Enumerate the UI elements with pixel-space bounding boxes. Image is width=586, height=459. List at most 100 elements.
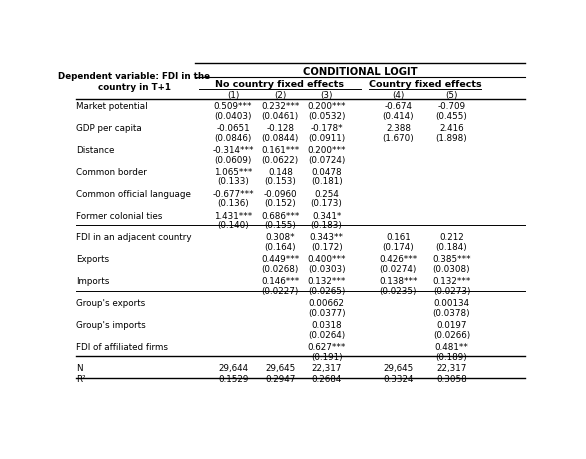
Text: (0.191): (0.191) — [311, 353, 342, 361]
Text: Country fixed effects: Country fixed effects — [369, 80, 481, 89]
Text: (0.140): (0.140) — [217, 221, 249, 230]
Text: 0.400***: 0.400*** — [308, 255, 346, 264]
Text: 0.627***: 0.627*** — [308, 342, 346, 352]
Text: (1): (1) — [227, 91, 239, 100]
Text: Imports: Imports — [76, 277, 110, 286]
Text: 0.200***: 0.200*** — [308, 146, 346, 154]
Text: 0.385***: 0.385*** — [432, 255, 471, 264]
Text: (0.455): (0.455) — [435, 112, 468, 120]
Text: -0.674: -0.674 — [384, 101, 413, 111]
Text: (0.173): (0.173) — [311, 199, 343, 208]
Text: 0.449***: 0.449*** — [261, 255, 299, 264]
Text: (1.898): (1.898) — [435, 133, 468, 142]
Text: (0.0303): (0.0303) — [308, 265, 346, 274]
Text: (0.0403): (0.0403) — [214, 112, 252, 120]
Text: No country fixed effects: No country fixed effects — [216, 80, 345, 89]
Text: 0.0478: 0.0478 — [311, 167, 342, 176]
Text: 0.212: 0.212 — [439, 233, 464, 242]
Text: (2): (2) — [274, 91, 287, 100]
Text: 0.0318: 0.0318 — [311, 321, 342, 330]
Text: 22,317: 22,317 — [437, 364, 466, 372]
Text: GDP per capita: GDP per capita — [76, 123, 142, 132]
Text: 29,645: 29,645 — [265, 364, 295, 372]
Text: R²: R² — [76, 374, 86, 383]
Text: (0.0378): (0.0378) — [432, 308, 471, 318]
Text: (0.164): (0.164) — [264, 243, 296, 252]
Text: Dependent variable: FDI in the
country in T+1: Dependent variable: FDI in the country i… — [58, 72, 210, 92]
Text: (0.153): (0.153) — [264, 177, 297, 186]
Text: (0.172): (0.172) — [311, 243, 343, 252]
Text: -0.677***: -0.677*** — [212, 189, 254, 198]
Text: FDI of affiliated firms: FDI of affiliated firms — [76, 342, 168, 352]
Text: 0.2684: 0.2684 — [312, 374, 342, 383]
Text: (0.0844): (0.0844) — [262, 133, 299, 142]
Text: Distance: Distance — [76, 146, 115, 154]
Text: -0.709: -0.709 — [438, 101, 466, 111]
Text: 0.3324: 0.3324 — [383, 374, 414, 383]
Text: (0.0308): (0.0308) — [432, 265, 471, 274]
Text: (0.184): (0.184) — [435, 243, 468, 252]
Text: Former colonial ties: Former colonial ties — [76, 211, 163, 220]
Text: 0.00662: 0.00662 — [309, 299, 345, 308]
Text: (0.0724): (0.0724) — [308, 155, 345, 164]
Text: (0.189): (0.189) — [435, 353, 468, 361]
Text: (0.183): (0.183) — [311, 221, 343, 230]
Text: (0.0273): (0.0273) — [433, 287, 471, 296]
Text: (0.0227): (0.0227) — [262, 287, 299, 296]
Text: (0.0235): (0.0235) — [380, 287, 417, 296]
Text: Market potential: Market potential — [76, 101, 148, 111]
Text: (4): (4) — [392, 91, 404, 100]
Text: (0.0461): (0.0461) — [262, 112, 299, 120]
Text: 1.431***: 1.431*** — [214, 211, 252, 220]
Text: CONDITIONAL LOGIT: CONDITIONAL LOGIT — [303, 67, 417, 77]
Text: (0.0911): (0.0911) — [308, 133, 345, 142]
Text: (0.0622): (0.0622) — [262, 155, 299, 164]
Text: 0.132***: 0.132*** — [308, 277, 346, 286]
Text: 2.416: 2.416 — [440, 123, 464, 132]
Text: 29,645: 29,645 — [383, 364, 414, 372]
Text: 0.426***: 0.426*** — [379, 255, 418, 264]
Text: (0.0268): (0.0268) — [262, 265, 299, 274]
Text: (5): (5) — [445, 91, 458, 100]
Text: Common border: Common border — [76, 167, 147, 176]
Text: Exports: Exports — [76, 255, 110, 264]
Text: 22,317: 22,317 — [312, 364, 342, 372]
Text: -0.128: -0.128 — [267, 123, 294, 132]
Text: 0.138***: 0.138*** — [379, 277, 418, 286]
Text: 0.343**: 0.343** — [309, 233, 343, 242]
Text: (0.181): (0.181) — [311, 177, 343, 186]
Text: (0.155): (0.155) — [264, 221, 297, 230]
Text: 0.00134: 0.00134 — [434, 299, 469, 308]
Text: 2.388: 2.388 — [386, 123, 411, 132]
Text: Group's imports: Group's imports — [76, 321, 146, 330]
Text: (0.0377): (0.0377) — [308, 308, 346, 318]
Text: (0.0264): (0.0264) — [308, 330, 345, 340]
Text: (0.0609): (0.0609) — [214, 155, 252, 164]
Text: 0.232***: 0.232*** — [261, 101, 299, 111]
Text: (0.174): (0.174) — [383, 243, 414, 252]
Text: (0.0265): (0.0265) — [308, 287, 345, 296]
Text: 0.341*: 0.341* — [312, 211, 342, 220]
Text: -0.0960: -0.0960 — [264, 189, 297, 198]
Text: Common official language: Common official language — [76, 189, 191, 198]
Text: 0.200***: 0.200*** — [308, 101, 346, 111]
Text: 0.132***: 0.132*** — [432, 277, 471, 286]
Text: (0.133): (0.133) — [217, 177, 249, 186]
Text: (0.0266): (0.0266) — [433, 330, 470, 340]
Text: FDI in an adjacent country: FDI in an adjacent country — [76, 233, 192, 242]
Text: -0.314***: -0.314*** — [212, 146, 254, 154]
Text: (0.414): (0.414) — [383, 112, 414, 120]
Text: 0.2947: 0.2947 — [265, 374, 295, 383]
Text: 0.0197: 0.0197 — [437, 321, 467, 330]
Text: (1.670): (1.670) — [383, 133, 414, 142]
Text: (0.0532): (0.0532) — [308, 112, 345, 120]
Text: 0.254: 0.254 — [314, 189, 339, 198]
Text: (3): (3) — [321, 91, 333, 100]
Text: (0.0846): (0.0846) — [214, 133, 252, 142]
Text: 0.308*: 0.308* — [265, 233, 295, 242]
Text: 0.509***: 0.509*** — [214, 101, 253, 111]
Text: Group's exports: Group's exports — [76, 299, 146, 308]
Text: 1.065***: 1.065*** — [214, 167, 253, 176]
Text: (0.0274): (0.0274) — [380, 265, 417, 274]
Text: 0.161***: 0.161*** — [261, 146, 299, 154]
